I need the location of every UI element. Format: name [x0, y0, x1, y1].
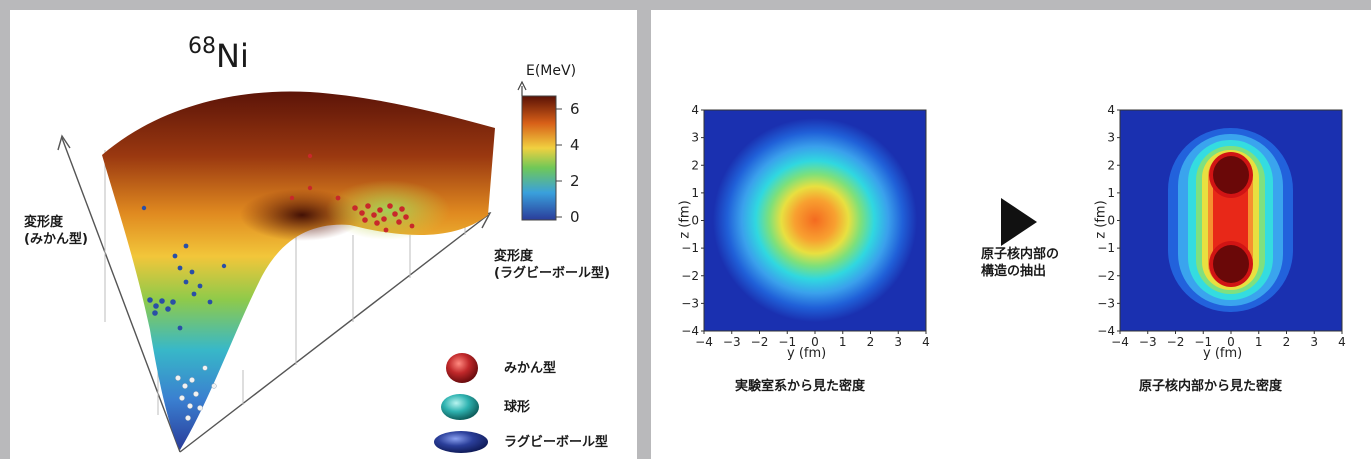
- plot-intrinsic-frame-xtick-label: 2: [1283, 335, 1291, 349]
- plot-intrinsic-frame-ytick-label: −2: [1097, 269, 1115, 283]
- plot-intrinsic-frame-ytick-label: −4: [1097, 324, 1115, 338]
- colorbar-tick-marks: [556, 108, 562, 218]
- plot-lab-frame-ytick-label: −1: [681, 241, 699, 255]
- colorbar-arrow: [517, 80, 527, 91]
- plot-intrinsic-frame-xlabel: y (fm): [1203, 346, 1243, 361]
- plot-intrinsic-frame-xtick-label: −4: [1111, 335, 1129, 349]
- density-comparison-panel: −4 −3 −2 −1 0 1 2 3 4 4 3 2 1 0 −1 −2 −3 −4 −4 −3 −2 −1 0 1 2 3 4…: [651, 10, 1371, 459]
- energy-surface: [102, 91, 495, 450]
- energy-surface-figure: [57, 80, 562, 453]
- axis-label-prolate-deformation: 変形度 (ラグビーボール型): [494, 249, 610, 281]
- axis-label-oblate-deformation: 変形度 (みかん型): [24, 215, 88, 247]
- plot-intrinsic-frame-ylabel: z (fm): [1093, 200, 1109, 239]
- plot-lab-frame-xtick-label: −4: [695, 335, 713, 349]
- nucleus-title: 68Ni: [188, 34, 249, 75]
- plot-intrinsic-frame-ticks: −4 −3 −2 −1 0 1 2 3 4 4 3 2 1 0 −1 −2 −3 −4: [1097, 103, 1346, 349]
- plot-lab-frame-ytick-label: 2: [691, 158, 699, 172]
- plot-lab-frame-xlabel: y (fm): [787, 346, 827, 361]
- plot-lab-frame-ytick-label: −3: [681, 296, 699, 310]
- colorbar-tick-0: 0: [570, 208, 580, 226]
- plot-intrinsic-frame-ytick-label: 3: [1107, 131, 1115, 145]
- plot-lab-frame-xtick-label: 2: [867, 335, 875, 349]
- plot-lab-frame-ylabel: z (fm): [677, 200, 693, 239]
- plot-lab-frame-ytick-label: 1: [691, 186, 699, 200]
- plot-intrinsic-frame-ytick-label: 2: [1107, 158, 1115, 172]
- colorbar-label: E(MeV): [526, 63, 577, 79]
- plot-intrinsic-frame-ytick-label: 4: [1107, 103, 1115, 117]
- plot-intrinsic-frame-xtick-label: −1: [1194, 335, 1212, 349]
- plot-lab-frame-ytick-label: 0: [691, 214, 699, 228]
- plot-lab-frame-caption: 実験室系から見た密度: [735, 379, 866, 394]
- plot-lab-frame-ytick-label: −2: [681, 269, 699, 283]
- plot-lab-frame-xtick-label: −1: [778, 335, 796, 349]
- energy-colorbar: [521, 95, 557, 221]
- plot-intrinsic-frame-xtick-label: −2: [1167, 335, 1185, 349]
- nucleus-mass-number: 68: [188, 34, 216, 59]
- plot-lab-frame-xtick-label: −2: [751, 335, 769, 349]
- plot-lab-frame-ytick-label: 4: [691, 103, 699, 117]
- legend-label-spherical: 球形: [504, 400, 531, 415]
- plot-lab-frame-ytick-label: −4: [681, 324, 699, 338]
- legend-spherical-ball: [441, 394, 479, 420]
- plot-lab-frame-xtick-label: 1: [839, 335, 847, 349]
- colorbar-tick-4: 4: [570, 136, 580, 154]
- spherical-points-cluster: [175, 365, 217, 421]
- energy-surface-panel: 68Ni E(MeV) 6 4 2 0 変形度 (みかん型) 変形度 (ラグビー…: [10, 10, 637, 459]
- legend-oblate-ball: [446, 353, 478, 383]
- plot-intrinsic-frame-xtick-label: 3: [1310, 335, 1318, 349]
- plot-lab-frame-ytick-label: 3: [691, 131, 699, 145]
- plot-intrinsic-frame-xtick-label: 0: [1227, 335, 1235, 349]
- plot-intrinsic-frame-ytick-label: 0: [1107, 214, 1115, 228]
- colorbar-tick-6: 6: [570, 100, 580, 118]
- legend-prolate-ball: [434, 431, 488, 453]
- plot-lab-frame-ticks: −4 −3 −2 −1 0 1 2 3 4 4 3 2 1 0 −1 −2 −3 −4: [681, 103, 930, 349]
- surface-green-basin: [326, 180, 450, 240]
- plot-intrinsic-frame-ytick-label: −1: [1097, 241, 1115, 255]
- density-plot-lab-frame: [703, 109, 927, 332]
- colorbar-tick-2: 2: [570, 172, 580, 190]
- plot-intrinsic-frame-caption: 原子核内部から見た密度: [1139, 379, 1283, 394]
- plot-intrinsic-frame-xtick-label: 1: [1255, 335, 1263, 349]
- plot-lab-frame-xtick-label: 4: [922, 335, 930, 349]
- legend-label-prolate: ラグビーボール型: [504, 435, 609, 450]
- plot-lab-frame-xtick-label: 3: [894, 335, 902, 349]
- extraction-caption: 原子核内部の 構造の抽出: [981, 247, 1060, 279]
- density-plots-figure: −4 −3 −2 −1 0 1 2 3 4 4 3 2 1 0 −1 −2 −3 −4 −4 −3 −2 −1 0 1 2 3 4…: [681, 103, 1346, 349]
- legend-label-oblate: みかん型: [504, 361, 557, 376]
- density-plot-intrinsic-frame: [1119, 109, 1343, 332]
- plot-lab-frame-xtick-label: 0: [811, 335, 819, 349]
- prolate-points-cluster: [141, 205, 227, 331]
- oblate-points-cluster: [289, 153, 415, 233]
- plot-intrinsic-frame-ytick-label: 1: [1107, 186, 1115, 200]
- plot-intrinsic-frame-xtick-label: 4: [1338, 335, 1346, 349]
- plot-intrinsic-frame-xtick-label: −3: [1139, 335, 1157, 349]
- plot-intrinsic-frame-ytick-label: −3: [1097, 296, 1115, 310]
- transition-arrow-icon: [1001, 198, 1037, 246]
- plot-lab-frame-xtick-label: −3: [723, 335, 741, 349]
- nucleus-element-symbol: Ni: [216, 37, 249, 75]
